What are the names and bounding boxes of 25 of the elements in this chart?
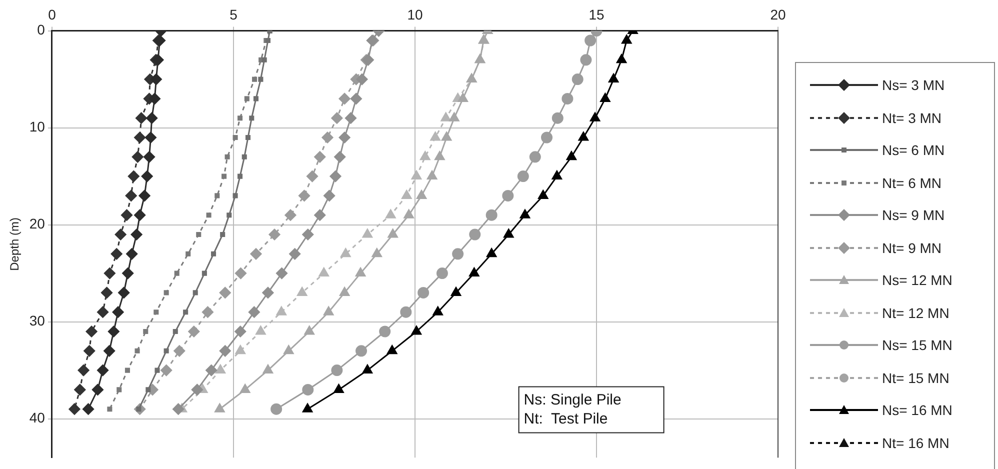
legend-label: Nt= 12 MN xyxy=(882,304,950,321)
legend-label: Ns= 9 MN xyxy=(882,207,945,224)
legend-label: Ns= 3 MN xyxy=(882,77,945,94)
legend-label: Nt= 15 MN xyxy=(882,370,950,386)
y-tick-label: 30 xyxy=(29,312,46,329)
x-tick-label: 15 xyxy=(588,6,604,22)
y-tick-label: 0 xyxy=(37,22,46,38)
legend-label: Ns= 6 MN xyxy=(882,142,945,158)
legend-label: Nt= 9 MN xyxy=(882,240,942,256)
annotation: Ns: Single Pile xyxy=(524,391,622,408)
y-axis-title: Depth (m) xyxy=(8,218,22,271)
legend-label: Nt= 6 MN xyxy=(882,174,942,191)
annotation: Nt: Test Pile xyxy=(524,410,608,428)
y-tick-label: 10 xyxy=(29,118,46,135)
y-tick-label: 20 xyxy=(29,216,46,232)
legend-label: Ns= 12 MN xyxy=(882,272,952,288)
y-tick-label: 40 xyxy=(29,410,46,426)
x-tick-label: 10 xyxy=(407,6,423,22)
legend-label: Nt= 3 MN xyxy=(882,110,942,126)
legend-label: Ns= 16 MN xyxy=(882,402,952,418)
legend-label: Nt= 16 MN xyxy=(882,434,950,451)
x-tick-label: 5 xyxy=(230,6,238,22)
x-tick-label: 20 xyxy=(770,6,786,22)
x-tick-label: 0 xyxy=(48,6,56,22)
legend-label: Ns= 15 MN xyxy=(882,337,952,354)
